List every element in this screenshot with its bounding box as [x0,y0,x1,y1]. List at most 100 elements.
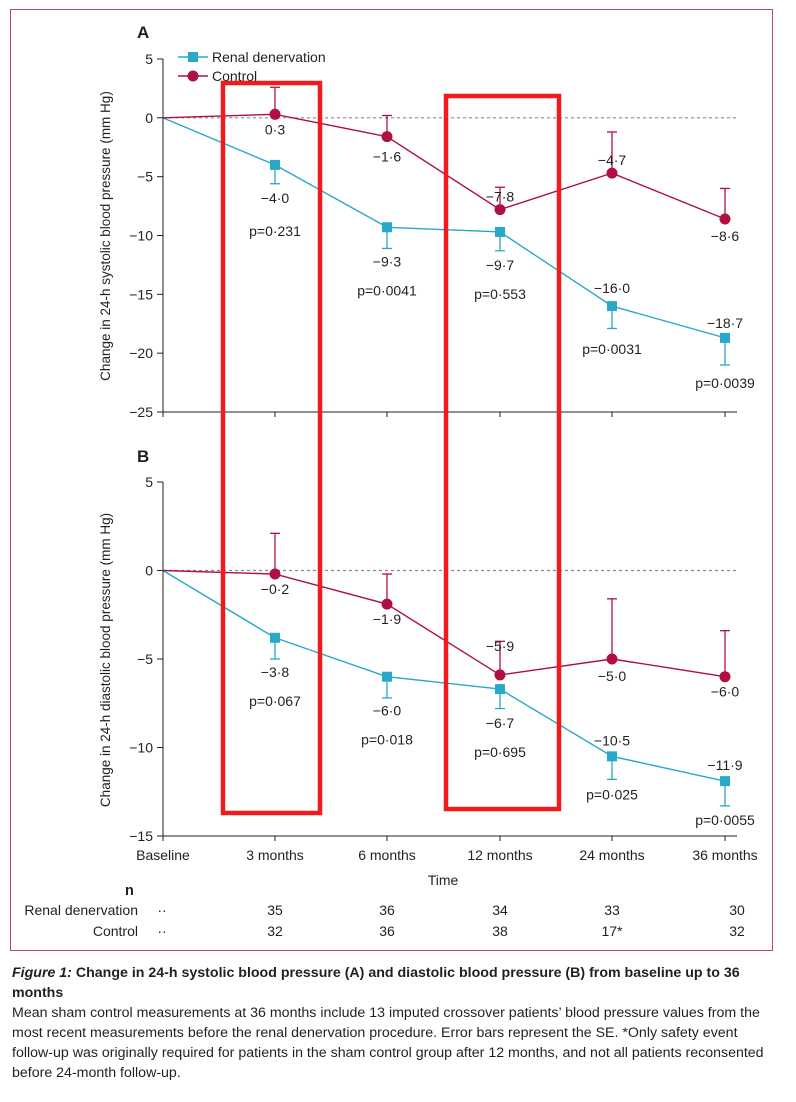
p-value-label: p=0·067 [249,693,301,709]
control-marker [606,167,618,179]
legend-control-label: Control [212,68,257,84]
p-value-label: p=0·695 [474,744,526,760]
p-value-label: p=0·553 [474,286,526,302]
renal-denervation-marker [607,301,617,312]
renal-denervation-data-label: −10·5 [594,732,630,748]
renal-denervation-data-label: −3·8 [261,664,290,680]
p-value-label: p=0·231 [249,223,301,239]
renal-denervation-data-label: −18·7 [707,315,743,331]
n-table-cell: 38 [492,923,508,939]
figure-frame [10,9,773,951]
panel-letter: A [137,23,149,42]
control-marker [269,568,281,580]
control-data-label: −5·9 [486,638,515,654]
control-marker [381,131,393,143]
renal-denervation-marker [382,222,392,233]
control-data-label: −5·0 [598,668,627,684]
control-data-label: −1·6 [373,149,402,165]
y-axis-label: Change in 24-h systolic blood pressure (… [98,91,113,381]
renal-denervation-data-label: −9·3 [373,253,402,269]
renal-denervation-data-label: −11·9 [707,757,742,773]
y-tick-label: 0 [145,110,153,126]
renal-denervation-marker [495,226,505,237]
renal-denervation-marker [270,159,280,170]
n-table-cell: 34 [492,902,508,918]
n-row-dots: ·· [157,923,166,939]
renal-denervation-data-label: −16·0 [594,280,630,296]
renal-denervation-marker [720,332,730,343]
n-table-cell: 32 [267,923,283,939]
control-marker [606,653,618,665]
renal-denervation-marker [607,751,617,762]
legend: Renal denervation Control [178,49,326,84]
p-value-label: p=0·0055 [695,812,755,828]
control-marker [269,108,281,120]
n-table-cell: 32 [729,923,745,939]
y-axis-label: Change in 24-h diastolic blood pressure … [98,513,113,807]
y-tick-label: −15 [129,828,153,844]
control-data-label: −7·8 [486,189,515,205]
highlight-box-3-months [220,80,323,816]
renal-denervation-series-line [162,569,726,782]
p-value-label: p=0·018 [361,732,413,748]
n-table-cell: 36 [379,923,395,939]
control-marker [494,204,506,216]
caption-body: Mean sham control measurements at 36 mon… [12,1005,764,1081]
n-table-cell: 36 [379,902,395,918]
y-tick-label: −25 [129,404,153,420]
p-value-label: p=0·025 [586,786,638,802]
renal-denervation-data-label: −6·7 [486,715,515,731]
control-data-label: 0·3 [265,121,285,137]
n-table-cell: 30 [729,902,745,918]
x-tick-label: 6 months [358,847,416,863]
control-data-label: −1·9 [373,611,402,627]
n-row-dots: ·· [157,902,166,918]
n-table: n Renal denervation ·· 35 36 34 33 30 Control ·· 3… [24,883,745,939]
panel-letter: B [137,447,149,466]
x-axis-label: Time [428,872,459,888]
y-tick-label: 5 [145,474,153,490]
legend-renal-label: Renal denervation [212,49,326,65]
caption-heading: Figure 1: Change in 24-h systolic blood … [12,963,782,1003]
renal-denervation-marker [382,671,392,682]
n-table-cell: 17* [601,923,623,939]
p-value-label: p=0·0039 [695,375,755,391]
y-tick-label: −5 [137,651,153,667]
n-table-cell: 35 [267,902,283,918]
x-tick-label: Baseline [136,847,190,863]
control-series-line [162,569,726,678]
n-table-cell: 33 [604,902,620,918]
n-row-label-renal-denervation: Renal denervation [24,902,138,918]
caption-label: Figure 1: [12,965,72,981]
panel-b: B Change in 24-h diastolic blood pressure… [98,447,758,888]
n-row-label-control: Control [93,923,138,939]
figure-caption: Figure 1: Change in 24-h systolic blood … [12,963,782,1083]
renal-denervation-data-label: −6·0 [373,703,402,719]
control-data-label: −0·2 [261,581,290,597]
x-tick-label: 36 months [692,847,757,863]
renal-denervation-marker [495,684,505,695]
x-tick-label: 24 months [579,847,644,863]
control-marker [494,669,506,681]
legend-control-marker [187,70,199,82]
control-data-label: −8·6 [711,228,740,244]
p-value-label: p=0·0031 [582,341,642,357]
highlight-box-12-months [443,93,562,812]
x-tick-label: 12 months [467,847,532,863]
control-data-label: −6·0 [711,684,740,700]
y-tick-label: 5 [145,51,153,67]
renal-denervation-data-label: −9·7 [486,257,515,273]
panel-a: A Change in 24-h systolic blood pressure … [98,23,755,420]
x-tick-label: 3 months [246,847,304,863]
control-series-line [162,113,726,220]
control-marker [381,598,393,610]
blood-pressure-chart: A Change in 24-h systolic blood pressure … [24,23,758,939]
y-tick-label: −10 [129,228,153,244]
y-tick-label: 0 [145,563,153,579]
renal-denervation-marker [720,776,730,787]
control-marker [719,213,731,225]
y-tick-label: −15 [129,286,153,302]
control-marker [719,671,731,683]
renal-denervation-marker [270,632,280,643]
p-value-label: p=0·0041 [357,282,417,298]
